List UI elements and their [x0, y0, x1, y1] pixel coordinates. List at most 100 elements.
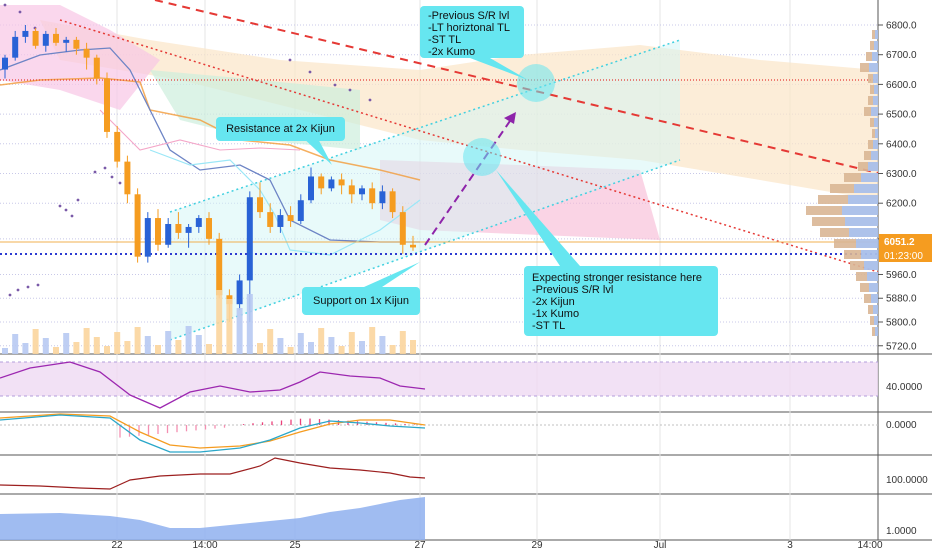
volume-profile-bar: [871, 294, 878, 303]
volume-profile-bar: [870, 118, 874, 127]
sar-dot: [103, 166, 107, 170]
volume-profile-bar: [854, 184, 878, 193]
volume-profile-bar: [872, 327, 875, 336]
macd-signal-line: [0, 413, 426, 449]
candle-body: [12, 36, 19, 58]
price-tick-label: 5800.0: [886, 318, 917, 329]
volume-profile-bar: [820, 228, 849, 237]
fourth-axis-label: 1.0000: [886, 526, 917, 537]
volume-bar: [389, 345, 396, 354]
volume-bar: [369, 327, 376, 354]
candle-body: [32, 30, 39, 46]
volume-profile-bar: [858, 162, 868, 171]
sar-dot: [8, 293, 12, 297]
candle-body: [267, 212, 274, 227]
volume-profile-bar: [860, 283, 869, 292]
callout-resistance-2x-kijun: Resistance at 2x Kijun: [216, 117, 345, 141]
volume-profile-bar: [864, 151, 871, 160]
candle-body: [134, 194, 141, 257]
candle-body: [399, 212, 406, 245]
volume-profile-bar: [872, 30, 875, 39]
volume-profile-bar: [834, 239, 856, 248]
volume-profile-bar: [869, 283, 878, 292]
sar-dot: [18, 10, 22, 14]
volume-profile-bar: [830, 184, 854, 193]
volume-bar: [12, 334, 19, 354]
price-tick-label: 6300.0: [886, 169, 917, 180]
volume-bar: [22, 343, 29, 354]
volume-profile-bar: [874, 41, 878, 50]
volume-profile-bar: [856, 239, 878, 248]
sar-dot: [93, 170, 97, 174]
volume-profile-bar: [874, 118, 878, 127]
countdown-tag: [879, 248, 932, 262]
volume-bar: [359, 341, 365, 354]
highlight-circle: [463, 138, 501, 176]
candle-body: [216, 238, 223, 296]
volume-bar: [93, 337, 100, 354]
volume-bar: [53, 347, 59, 354]
volume-bar: [42, 338, 49, 354]
volume-profile-bar: [872, 129, 875, 138]
time-tick-label: 29: [531, 540, 543, 550]
candle-body: [236, 280, 243, 305]
sar-dot: [76, 198, 80, 202]
candle-body: [104, 78, 110, 132]
volume-profile-bar: [861, 250, 878, 259]
price-tick-label: 6500.0: [886, 110, 917, 121]
volume-area-fill: [0, 497, 425, 540]
volume-profile-bar: [875, 129, 878, 138]
volume-profile-bar: [864, 107, 871, 116]
volume-profile-bar: [868, 162, 878, 171]
volume-bar: [257, 343, 263, 354]
volume-profile-bar: [868, 140, 873, 149]
oscillator-axis-label: 100.0000: [886, 475, 928, 486]
callout-line: -2x Kijun: [532, 296, 575, 308]
volume-profile-bar: [845, 217, 878, 226]
volume-profile-bar: [867, 272, 878, 281]
callout-line: Expecting stronger resistance here: [532, 272, 702, 284]
volume-bar: [328, 337, 335, 354]
sar-dot: [110, 175, 114, 179]
sar-dot: [16, 288, 20, 292]
candle-body: [124, 161, 131, 195]
volume-bar: [73, 342, 80, 354]
volume-bar: [165, 331, 172, 354]
macd-line: [0, 414, 426, 453]
candle-body: [389, 191, 396, 213]
candle-body: [42, 33, 49, 46]
callout-line: -1x Kumo: [532, 308, 580, 320]
candle-body: [53, 33, 59, 43]
candle-body: [114, 131, 121, 162]
callout-line: -Previous S/R lvl: [532, 284, 614, 296]
volume-profile-bar: [812, 217, 845, 226]
callout-line: -Previous S/R lvl: [428, 10, 510, 22]
volume-bar: [134, 327, 141, 354]
price-tick-label: 6600.0: [886, 80, 917, 91]
volume-profile-bar: [873, 140, 878, 149]
candle-body: [206, 218, 212, 239]
time-tick-label: 22: [111, 540, 123, 550]
price-tick-label: 5720.0: [886, 341, 917, 352]
volume-profile-bar: [875, 30, 878, 39]
volume-bar: [114, 332, 121, 354]
candle-body: [83, 48, 90, 58]
volume-bar: [175, 340, 182, 354]
volume-bar: [338, 346, 345, 354]
sar-dot: [308, 70, 312, 74]
time-tick-label: 3: [787, 540, 793, 550]
current-price-label: 6051.2: [884, 237, 915, 248]
time-tick-label: 25: [289, 540, 301, 550]
volume-profile-bar: [873, 96, 878, 105]
volume-bar: [318, 328, 325, 354]
candle-body: [246, 197, 253, 281]
channel-lower-line: [169, 159, 681, 341]
volume-profile-bar: [871, 107, 878, 116]
volume-profile-bar: [873, 74, 878, 83]
candle-body: [328, 179, 335, 189]
chikou-line: [149, 149, 421, 256]
candle-body: [369, 188, 376, 204]
volume-profile-bar: [844, 173, 861, 182]
volume-bar: [195, 335, 202, 354]
